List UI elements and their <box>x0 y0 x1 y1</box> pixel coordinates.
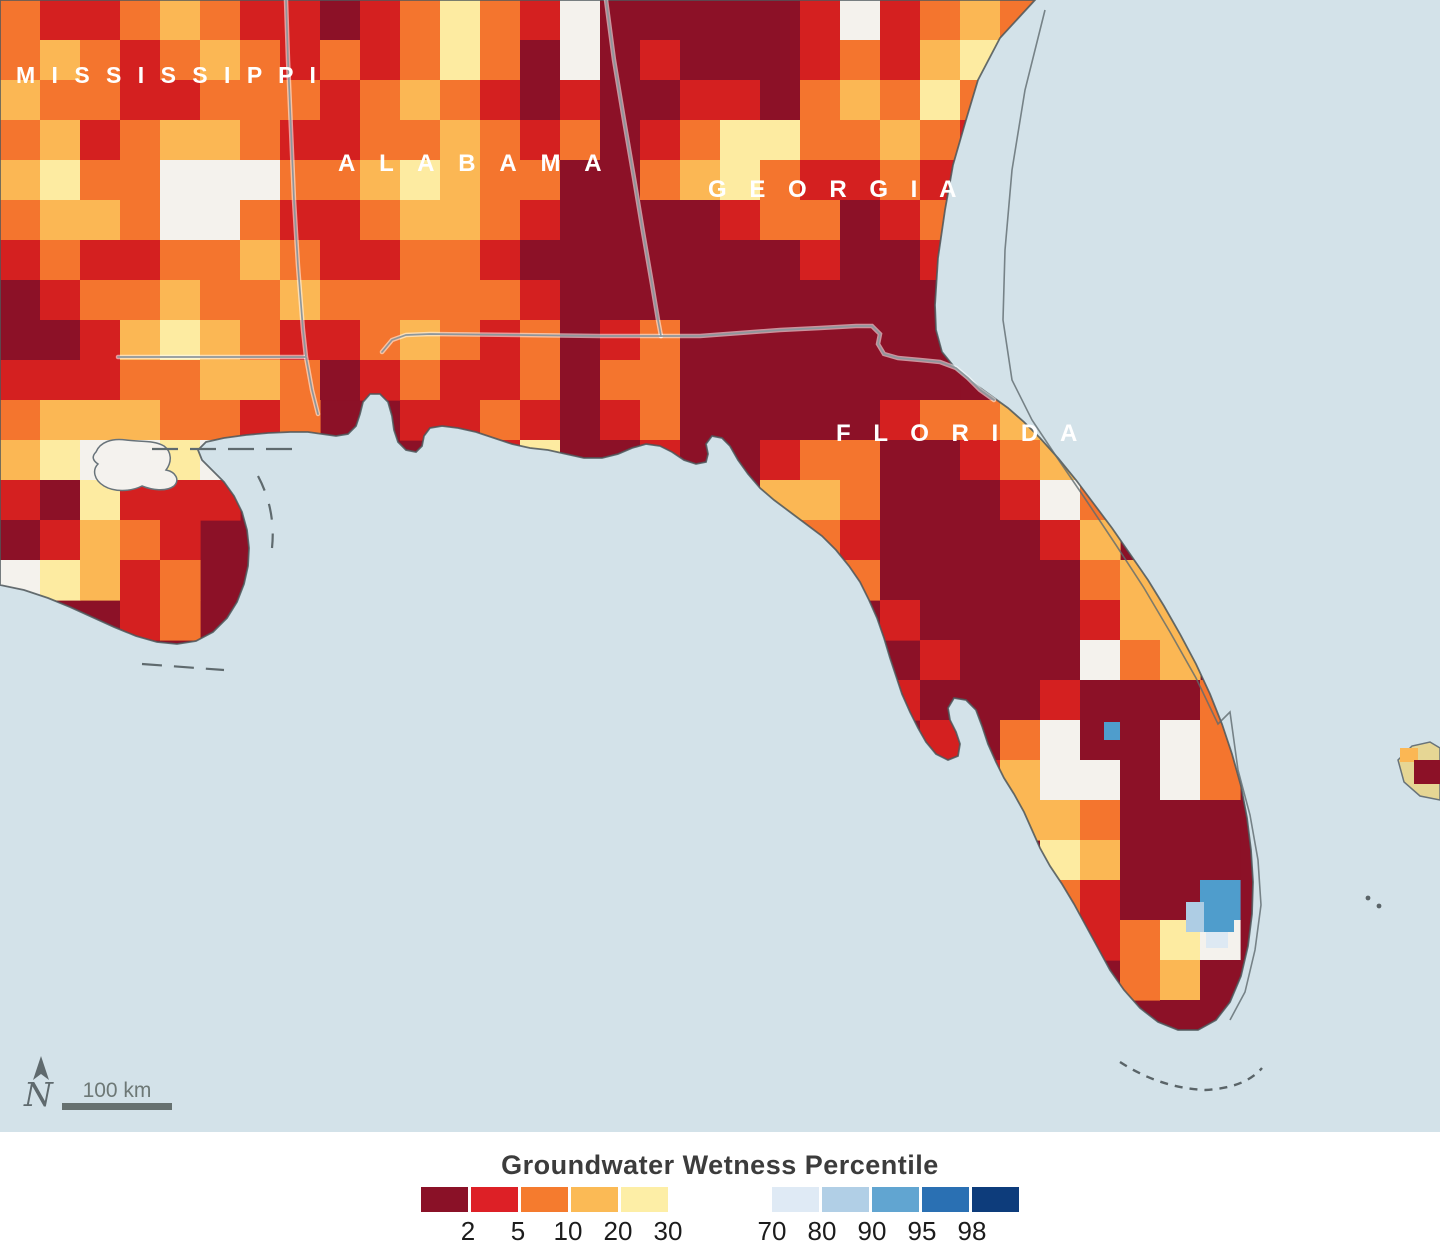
map-canvas: N 100 km M I S S I S S I P P I A L A B A… <box>0 0 1440 1132</box>
legend-swatch <box>421 1187 468 1212</box>
legend-values: 2 5 10 20 30 70 80 90 95 98 <box>0 1216 1440 1248</box>
legend-value: 5 <box>510 1216 526 1246</box>
border-ms-al <box>285 0 319 415</box>
legend-swatch <box>822 1187 869 1212</box>
barrier-islands <box>141 9 1262 1021</box>
legend-value: 2 <box>460 1216 476 1246</box>
legend-title: Groundwater Wetness Percentile <box>501 1150 939 1180</box>
wetness-grid <box>0 0 1241 1030</box>
spot-cells <box>1104 722 1440 948</box>
legend-value: 20 <box>603 1216 633 1246</box>
legend-value: 95 <box>907 1216 937 1246</box>
legend-value: 98 <box>957 1216 987 1246</box>
legend-swatch <box>972 1187 1019 1212</box>
scale-bar: 100 km <box>62 1079 172 1110</box>
legend-swatch <box>872 1187 919 1212</box>
legend-swatch <box>521 1187 568 1212</box>
legend-swatch <box>772 1187 819 1212</box>
legend-swatches <box>0 1187 1440 1212</box>
legend-swatch <box>621 1187 668 1212</box>
north-arrow: N <box>23 1056 54 1114</box>
north-label: N <box>23 1075 54 1114</box>
florida-keys <box>1119 1060 1263 1092</box>
legend-value: 30 <box>653 1216 683 1246</box>
legend-swatch <box>571 1187 618 1212</box>
border-al-ga <box>605 0 662 337</box>
lake-pontchartrain <box>92 438 178 492</box>
border-al-fl <box>381 333 662 353</box>
legend-value: 70 <box>757 1216 787 1246</box>
state-borders <box>115 0 997 417</box>
legend-value: 10 <box>553 1216 583 1246</box>
legend-value: 90 <box>857 1216 887 1246</box>
legend-value: 80 <box>807 1216 837 1246</box>
coastline <box>0 0 1254 1031</box>
map-svg: N 100 km <box>0 0 1440 1132</box>
legend-swatch <box>471 1187 518 1212</box>
scale-bar-label: 100 km <box>83 1079 152 1102</box>
legend: Groundwater Wetness Percentile 2 5 10 20 30 7… <box>0 1132 1440 1260</box>
legend-swatch <box>922 1187 969 1212</box>
border-ga-fl <box>660 325 995 401</box>
